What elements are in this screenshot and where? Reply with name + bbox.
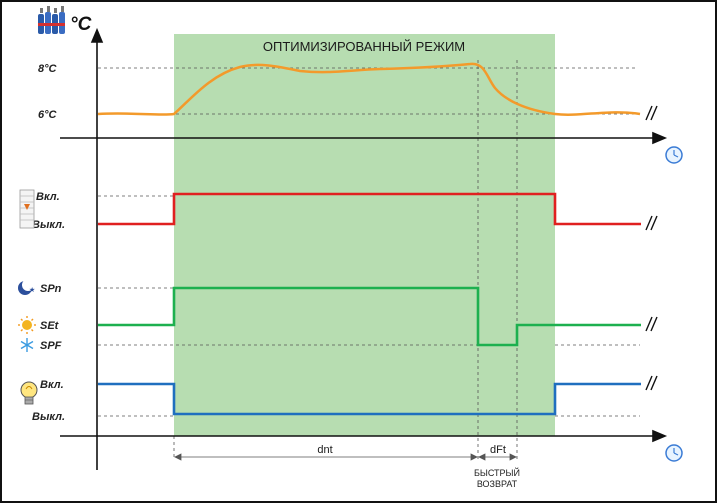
spn-label: SPn bbox=[40, 283, 62, 295]
clock-icon bbox=[665, 146, 683, 164]
break-light-b bbox=[650, 215, 658, 231]
dft-arrow-right bbox=[509, 453, 517, 461]
dnt-arrow-left bbox=[174, 453, 182, 461]
bottles-icon bbox=[38, 6, 65, 34]
temperature-unit: °C bbox=[70, 14, 92, 35]
dnt-arrow-right bbox=[470, 453, 478, 461]
lighting-signal bbox=[98, 192, 641, 226]
break-temp-a bbox=[645, 105, 653, 121]
temperature-curve bbox=[97, 62, 641, 116]
snowflake-icon bbox=[20, 338, 34, 352]
dnt-label: dnt bbox=[317, 444, 332, 456]
break-lamp-b bbox=[650, 375, 658, 391]
break-setpoint-b bbox=[650, 316, 658, 332]
lamp-on-label: Вкл. bbox=[40, 379, 64, 391]
optimized-mode-band bbox=[174, 34, 555, 436]
spf-label: SPF bbox=[40, 340, 62, 352]
fast-return-label-2: ВОЗВРАТ bbox=[477, 479, 518, 489]
fast-return-label-1: БЫСТРЫЙ bbox=[474, 467, 520, 478]
moon-icon: ★ bbox=[18, 279, 35, 295]
y-axis-arrow bbox=[90, 27, 104, 43]
interval-arrows bbox=[174, 453, 517, 461]
set-label: SEt bbox=[40, 320, 60, 332]
dft-label: dFt bbox=[490, 444, 506, 456]
lamp-off-label: Выкл. bbox=[32, 411, 65, 423]
main-time-axis-arrow bbox=[652, 429, 668, 443]
vertical-markers bbox=[173, 60, 518, 460]
axes bbox=[60, 27, 668, 470]
tick-6c: 6°C bbox=[38, 109, 58, 121]
clock-icon bbox=[665, 444, 683, 462]
sun-icon bbox=[18, 316, 36, 334]
break-light-a bbox=[645, 215, 653, 231]
svg-text:★: ★ bbox=[29, 286, 35, 294]
break-setpoint-a bbox=[645, 316, 653, 332]
tick-8c: 8°C bbox=[38, 63, 58, 75]
lighting-off-label: Выкл. bbox=[32, 219, 65, 231]
break-lamp-a bbox=[645, 375, 653, 391]
dft-arrow-left bbox=[478, 453, 486, 461]
lighting-on-label: Вкл. bbox=[36, 191, 60, 203]
blinds-icon bbox=[19, 189, 35, 229]
mode-label: ОПТИМИЗИРОВАННЫЙ РЕЖИМ bbox=[263, 39, 465, 54]
setpoint-signal bbox=[98, 286, 641, 347]
temp-time-axis-arrow bbox=[652, 131, 668, 145]
break-temp-b bbox=[650, 105, 658, 121]
lamp-signal bbox=[98, 382, 641, 416]
lightbulb-icon bbox=[20, 381, 38, 405]
break-marks bbox=[645, 105, 658, 391]
